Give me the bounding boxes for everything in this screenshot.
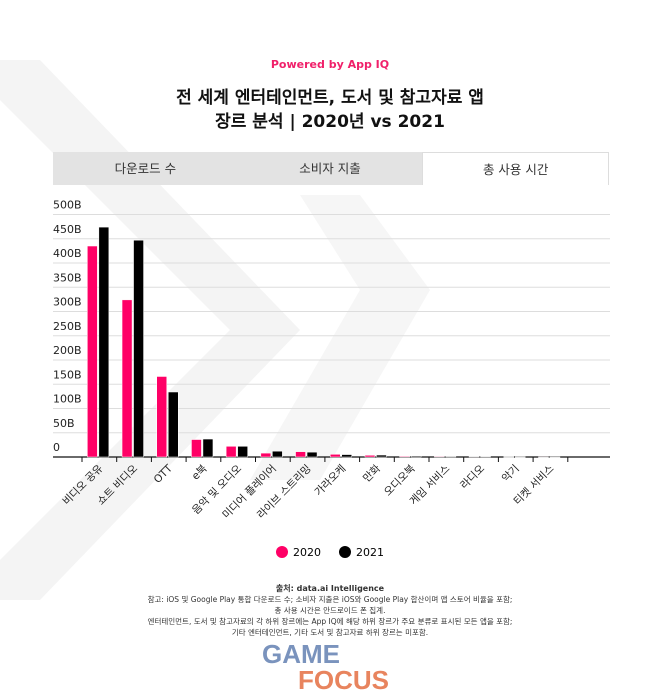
title-line1: 전 세계 엔터테인먼트, 도서 및 참고자료 앱 [176,88,484,108]
bar-2021 [549,456,561,458]
bar-2021 [376,454,387,458]
bar-2020 [121,299,133,458]
legend-2020-label: 2020 [293,546,321,559]
metric-tabs: 다운로드 수 소비자 지출 총 사용 시간 [53,152,610,185]
footnotes: 출처: data.ai Intelligence 참고: iOS 및 Googl… [0,583,660,638]
legend-2020[interactable]: 2020 [276,546,321,559]
bar-2021 [202,438,214,458]
y-tick-label: 50B [53,417,75,430]
y-tick-label: 0 [53,441,60,454]
y-tick-label: 150B [53,368,82,381]
bar-2021 [133,239,144,458]
legend-2021-swatch [339,546,351,558]
legend-2020-swatch [276,546,288,558]
note-4: 기타 엔터테인먼트, 기타 도서 및 참고자료 하위 장르는 미포함. [231,628,429,637]
x-tick-label: 악기 [500,463,522,485]
logo-focus: FOCUS [298,665,389,695]
bar-2021 [515,456,526,458]
bar-chart: 0 50B 100B 150B 200B 250B 300B 350B 400B 450B 500B… [53,199,610,521]
legend-2021[interactable]: 2021 [339,546,384,559]
note-3: 엔터테인먼트, 도서 및 참고자료의 각 하위 장르에는 App IQ에 해당 … [147,617,513,626]
bar-2020 [260,452,272,458]
note-2: 총 사용 시간은 안드로이드 폰 집계. [274,606,386,615]
bar-2020 [156,376,167,458]
y-tick-label: 100B [53,393,82,406]
bar-2020 [87,245,98,458]
bar-2021 [272,450,283,458]
bar-2020 [295,451,306,458]
y-tick-label: 300B [53,296,82,309]
y-tick-label: 250B [53,320,82,333]
x-tick-label: e북 [190,462,210,482]
legend-2021-label: 2021 [356,546,384,559]
y-tick-label: 200B [53,344,82,357]
y-tick-label: 400B [53,247,82,260]
bar-2021 [341,454,352,458]
bar-2020 [364,455,376,458]
powered-by: Powered by App IQ [270,58,390,71]
y-tick-label: 450B [53,223,82,236]
bar-2021 [237,446,248,458]
y-tick-label: 350B [53,271,82,284]
x-tick-label: OTT [152,462,176,486]
bar-2020 [468,456,480,458]
gamefocus-logo: GAME FOCUS [262,641,389,693]
x-tick-label: 만화 [361,462,383,484]
bar-2021 [306,451,318,458]
bar-2020 [225,446,237,458]
bar-2020 [330,454,341,458]
bar-2021 [410,455,422,458]
source: 출처: data.ai Intelligence [275,584,385,593]
legend: 2020 2021 [0,546,660,559]
logo-game: GAME [262,639,340,669]
title-line2: 장르 분석 | 2020년 vs 2021 [215,112,445,132]
bar-2020 [503,456,514,458]
bar-2021 [168,391,179,458]
bar-2020 [191,439,202,458]
x-tick-label: 가라오케 [313,463,349,499]
note-1: 참고: iOS 및 Google Play 통합 다운로드 수; 소비자 지출은… [147,595,513,604]
bar-2021 [98,226,110,458]
tab-total-time[interactable]: 총 사용 시간 [422,152,610,185]
bar-2020 [538,456,549,458]
tab-downloads[interactable]: 다운로드 수 [114,161,177,176]
bar-2021 [445,456,457,458]
bar-2020 [434,456,445,458]
x-tick-label: 라디오 [458,462,487,491]
y-tick-label: 500B [53,199,82,212]
bar-2021 [480,456,491,458]
tab-consumer-spend[interactable]: 소비자 지출 [299,161,361,176]
page-title: 전 세계 엔터테인먼트, 도서 및 참고자료 앱 장르 분석 | 2020년 v… [0,86,660,134]
bar-2020 [399,456,410,458]
